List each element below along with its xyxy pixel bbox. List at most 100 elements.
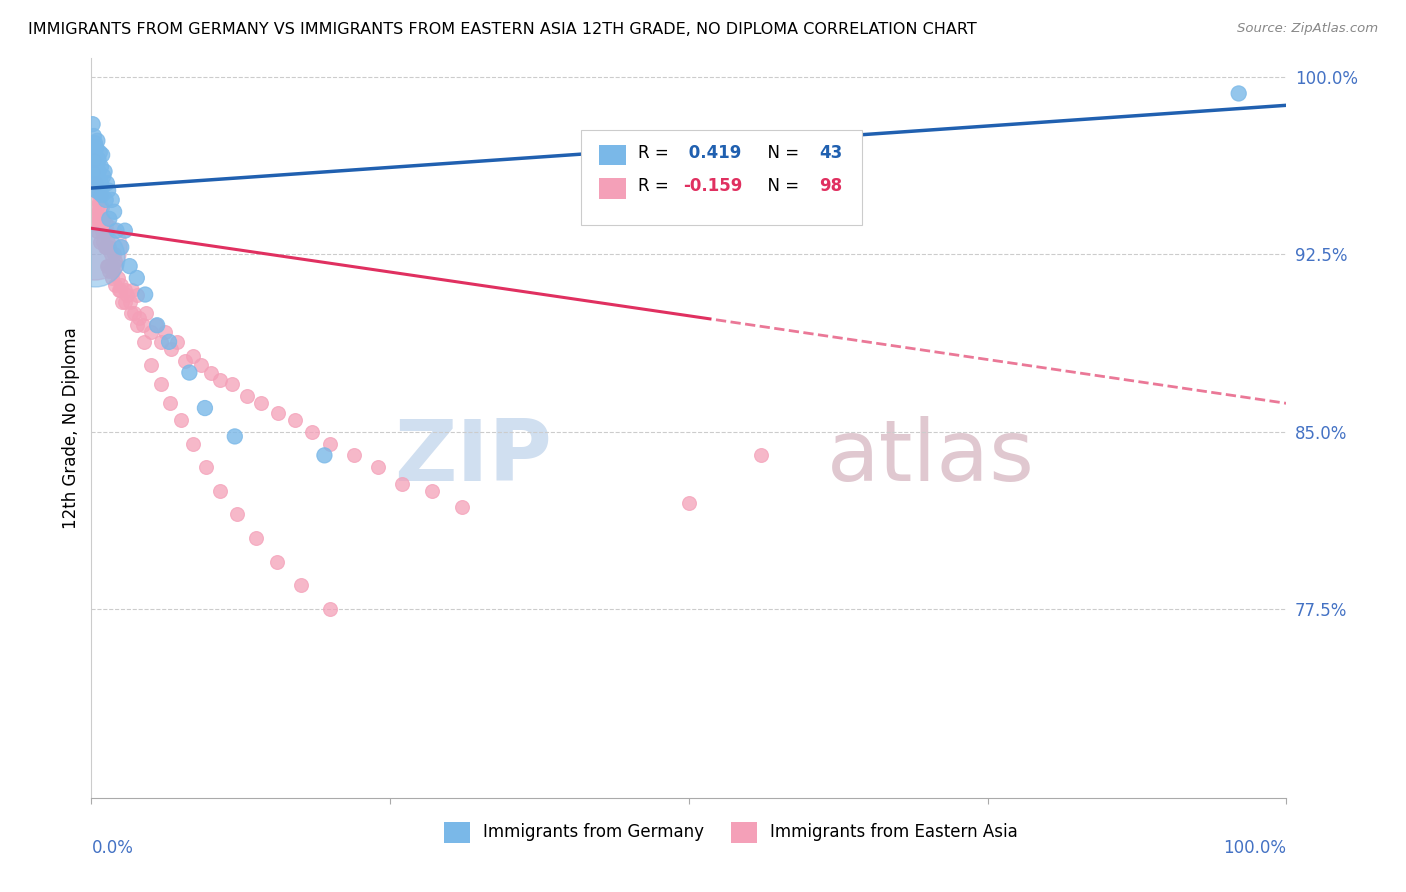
Point [450,500,472,515]
Point [120,306,142,320]
Point [100,247,122,261]
Point [96,224,118,238]
Point [179,366,201,380]
Point [89,188,111,202]
Bar [444,822,470,843]
Point [83,153,105,167]
Point [157,334,180,349]
Point [420,483,443,498]
Point [94,193,117,207]
Point [84,177,107,191]
Point [145,318,167,333]
Point [98,211,121,226]
Point [90,177,112,191]
Text: 0.419: 0.419 [683,145,741,162]
Point [114,224,136,238]
Point [128,311,150,326]
Text: 43: 43 [820,145,842,162]
Point [84,162,107,177]
Point [108,283,131,297]
Point [319,602,342,616]
Point [82,117,104,131]
Point [266,555,288,569]
Point [141,359,162,373]
Point [103,247,125,261]
Point [87,153,110,167]
Point [90,211,112,226]
Point [391,476,413,491]
Point [190,359,212,373]
Point [93,235,114,250]
Point [83,164,105,178]
Point [125,287,148,301]
Text: 0.0%: 0.0% [91,839,134,857]
Point [105,259,128,273]
Point [134,287,156,301]
Text: ZIP: ZIP [394,417,551,500]
Point [224,429,246,443]
Text: R =: R = [637,178,673,195]
Point [84,177,107,191]
Point [93,224,115,238]
Point [93,169,114,184]
Point [250,396,273,410]
Point [124,306,146,320]
Point [84,177,107,191]
Point [209,373,232,387]
Point [93,164,115,178]
Point [114,294,136,309]
Point [84,169,107,184]
Text: 98: 98 [820,178,842,195]
Bar [599,145,626,165]
Point [94,240,117,254]
Point [141,326,162,340]
Point [96,259,118,273]
Point [87,188,110,202]
Point [105,224,128,238]
Point [84,250,107,264]
Bar [731,822,756,843]
Point [86,134,108,148]
Point [89,186,111,200]
Point [100,271,122,285]
Point [678,496,700,510]
Point [84,136,107,150]
Point [86,171,108,186]
Point [173,353,195,368]
Point [104,278,127,293]
Point [181,436,204,450]
Point [319,436,342,450]
Point [1227,87,1250,101]
Point [135,306,157,320]
Point [87,211,110,226]
Point [110,278,132,293]
Point [98,264,121,278]
Point [155,326,177,340]
Point [749,448,772,462]
Point [84,207,107,221]
Point [89,145,111,160]
Point [367,460,389,475]
Point [115,287,138,301]
Point [100,193,122,207]
Text: N =: N = [756,145,804,162]
Point [343,448,366,462]
Point [108,283,131,297]
Point [86,224,108,238]
Point [93,211,114,226]
Point [194,401,217,415]
Point [235,389,259,403]
Point [267,406,290,420]
Point [89,235,111,250]
Point [83,240,105,254]
Point [86,193,108,207]
Point [83,183,105,197]
Point [86,200,108,214]
Point [221,377,243,392]
Text: 100.0%: 100.0% [1223,839,1286,857]
Point [284,413,307,427]
Point [83,153,105,167]
Point [132,318,155,333]
Point [84,183,107,197]
Point [91,224,114,238]
